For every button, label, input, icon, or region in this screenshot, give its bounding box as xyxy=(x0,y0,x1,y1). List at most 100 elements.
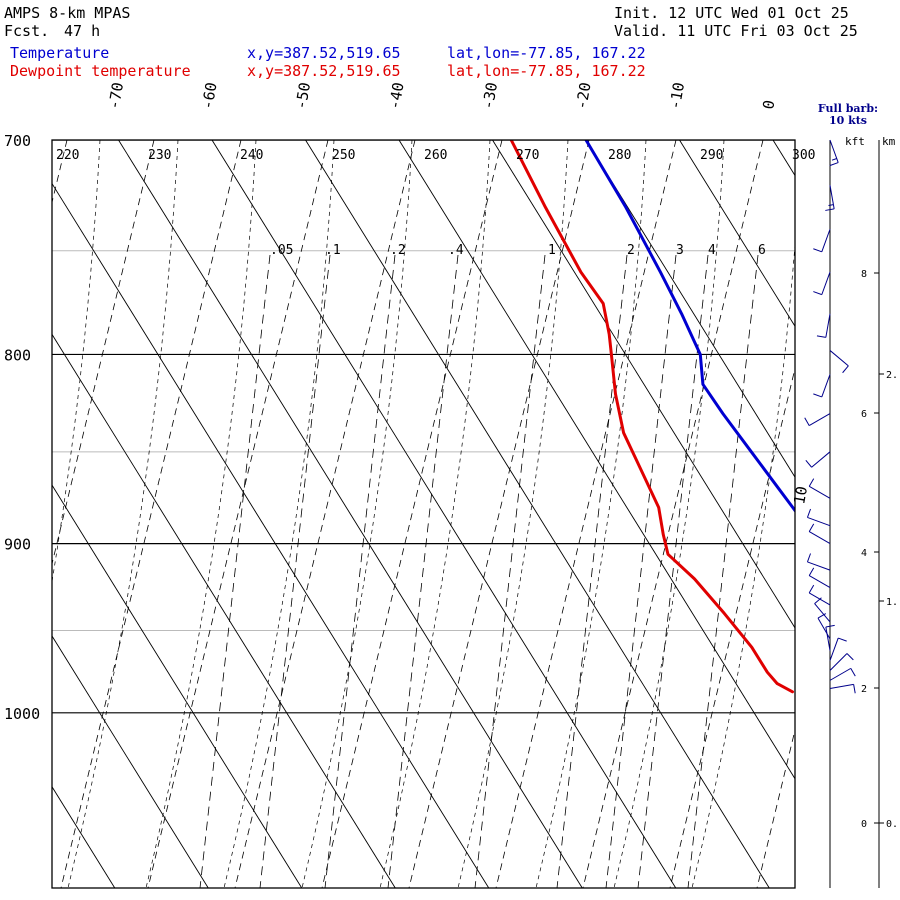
wind-barb xyxy=(829,653,854,671)
isotherm-line xyxy=(52,785,116,888)
wind-barb xyxy=(825,185,835,211)
mixing-ratio-label: .4 xyxy=(448,243,464,258)
moist-adiabat xyxy=(457,140,569,888)
temperature-profile xyxy=(584,140,795,513)
mixing-ratio-line xyxy=(259,254,331,888)
isotherm-label: -50 xyxy=(292,81,314,111)
wind-barb xyxy=(808,523,831,545)
isotherm-label: -10 xyxy=(666,81,688,111)
init-time: Init. 12 UTC Wed 01 Oct 25 xyxy=(614,4,849,22)
moist-adiabat xyxy=(67,140,179,888)
wind-barb-flag xyxy=(805,460,812,468)
wind-barb-flag xyxy=(806,508,811,518)
wind-barb-staff xyxy=(808,531,831,545)
wind-barb-flag xyxy=(846,653,854,661)
mixing-ratio-label: .1 xyxy=(325,243,341,258)
wind-barb-staff xyxy=(811,451,831,468)
wind-barb-flag xyxy=(808,567,815,576)
km-tick-label: 0. xyxy=(886,819,898,830)
pressure-tick-label: 800 xyxy=(4,346,31,364)
isotherm-line xyxy=(52,635,209,888)
moist-adiabat xyxy=(223,140,335,888)
dewpoint-profile xyxy=(509,140,794,694)
plot-frame xyxy=(51,139,796,889)
wind-barb-half-flag xyxy=(828,204,834,206)
wind-barb-flag xyxy=(817,613,827,619)
wind-barb xyxy=(816,313,831,338)
wind-barb xyxy=(808,478,831,499)
wind-barb-staff xyxy=(829,683,854,690)
wind-barb-staff xyxy=(808,575,831,589)
dry-adiabat xyxy=(756,728,795,888)
wind-barb xyxy=(829,683,856,694)
wind-barb-staff xyxy=(814,603,831,623)
isotherm-line xyxy=(585,140,795,478)
mixing-ratio-label: .2 xyxy=(390,243,406,258)
wind-barb xyxy=(808,567,831,589)
wind-barb-flag xyxy=(853,684,856,694)
isotherm-line xyxy=(52,484,303,888)
km-tick-label: 2. xyxy=(886,370,898,381)
isotherm-line xyxy=(118,140,583,888)
kft-tick-label: 2 xyxy=(861,684,867,695)
model-name: AMPS 8-km MPAS xyxy=(4,4,131,22)
wind-barb xyxy=(829,350,849,374)
wind-barb xyxy=(825,624,835,651)
mixing-ratio-line xyxy=(556,254,628,888)
isotherm-label: 10 xyxy=(790,485,811,506)
wind-barb-staff xyxy=(821,271,831,295)
forecast-label: Fcst. xyxy=(4,22,50,40)
moist-adiabat xyxy=(613,140,725,888)
dry-adiabat-label: 230 xyxy=(148,148,171,163)
wind-barb-flag xyxy=(816,335,826,338)
dry-adiabat-label: 240 xyxy=(240,148,263,163)
wind-barb xyxy=(829,139,839,167)
wind-barb-staff xyxy=(807,516,831,527)
barb-note-line2: 10 kts xyxy=(828,114,868,127)
isotherm-line xyxy=(867,140,900,888)
wind-barb xyxy=(813,374,831,398)
wind-barb-staff xyxy=(817,617,831,640)
isotherm-line xyxy=(305,140,770,888)
kft-units: kft xyxy=(845,135,865,148)
dry-adiabat-label: 280 xyxy=(608,148,631,163)
isotherm-label: -60 xyxy=(198,81,220,111)
mixing-ratio-label: 2 xyxy=(627,243,635,258)
wind-barb-flag xyxy=(838,637,847,642)
mixing-ratio-label: .05 xyxy=(270,243,293,258)
kft-tick-label: 4 xyxy=(861,548,867,559)
moist-adiabat xyxy=(379,140,491,888)
isotherm-label: 0 xyxy=(759,99,778,111)
dry-adiabat xyxy=(669,366,795,888)
moist-adiabat xyxy=(52,140,101,584)
legend-temperature-xy: x,y=387.52,519.65 xyxy=(247,44,401,62)
wind-barb-flag xyxy=(813,248,822,253)
isotherm-line xyxy=(492,140,795,629)
dry-adiabat-label: 220 xyxy=(56,148,79,163)
mixing-ratio-line xyxy=(387,254,459,888)
wind-barb xyxy=(804,413,831,427)
wind-barb-flag xyxy=(850,668,856,677)
wind-barb-staff xyxy=(821,374,831,398)
wind-barb xyxy=(806,508,831,527)
legend-dewpoint-latlon: lat,lon=-77.85, 167.22 xyxy=(447,62,646,80)
kft-tick-label: 8 xyxy=(861,269,867,280)
wind-barb-staff xyxy=(829,637,839,661)
wind-barb-flag xyxy=(804,417,810,426)
kft-tick-label: 0 xyxy=(861,819,867,830)
mixing-ratio-label: 6 xyxy=(758,243,766,258)
dry-adiabat xyxy=(52,140,155,566)
wind-barb xyxy=(813,229,831,253)
plot-layer xyxy=(52,140,900,888)
wind-barb-staff xyxy=(821,229,831,252)
legend-dewpoint-name: Dewpoint temperature xyxy=(10,62,191,80)
wind-barb xyxy=(806,553,831,571)
dry-adiabat xyxy=(147,140,329,888)
wind-barb-staff xyxy=(829,653,848,671)
wind-barb xyxy=(814,597,831,623)
dry-adiabat xyxy=(582,140,764,888)
isotherm-label: -40 xyxy=(385,81,407,111)
wind-barb xyxy=(829,667,856,681)
moist-adiabat xyxy=(145,140,257,888)
mixing-ratio-line xyxy=(605,254,677,888)
